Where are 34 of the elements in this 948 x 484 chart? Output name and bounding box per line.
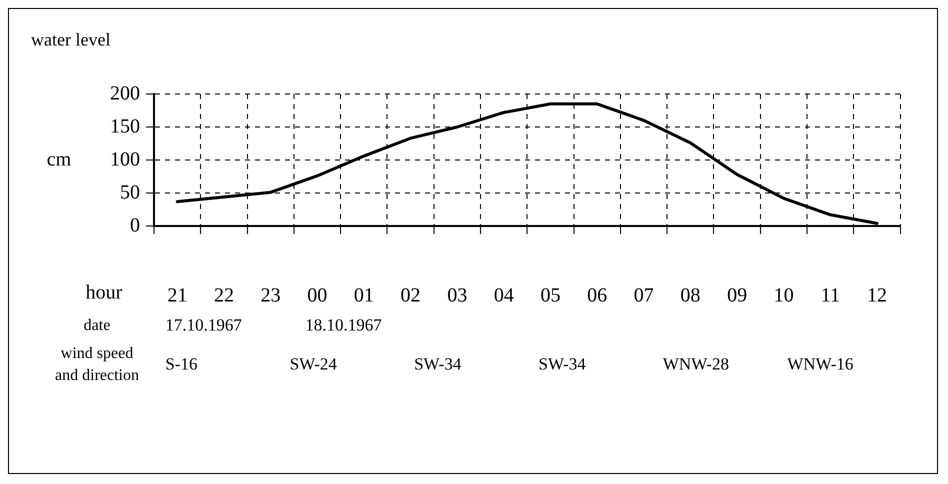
y-tick-label: 150 [110,115,140,138]
text: wind speed and direction [55,345,139,384]
x-tick-label: 06 [587,284,608,306]
text: SW-34 [414,354,462,374]
x-tick-label: 02 [400,284,421,306]
y-tick-label: 200 [110,82,140,104]
chart-title: water level [31,30,110,50]
text: SW-24 [290,354,338,374]
x-tick-label: 11 [820,284,840,306]
x-tick-label: 00 [307,284,328,306]
x-tick-label: 05 [540,284,560,306]
text: SW-34 [538,354,586,374]
x-tick-label: 21 [167,284,188,306]
text: 18.10.1967 [305,315,382,334]
x-axis-title: hour [86,281,123,304]
text: S-16 [165,354,198,374]
x-tick-label: 08 [680,284,700,306]
x-tick-label: 07 [634,284,654,306]
x-tick-label: 09 [727,284,748,306]
x-tick-label: 01 [354,284,374,306]
x-tick-label: 22 [214,284,234,306]
text: date [84,317,110,334]
text: 17.10.1967 [165,315,242,334]
y-tick-label: 100 [110,148,140,170]
x-tick-label: 12 [867,284,887,306]
y-tick-label: 0 [130,214,140,236]
x-tick-label: 04 [494,284,514,306]
y-tick-label: 50 [120,181,140,204]
x-tick-label: 03 [447,284,468,306]
text: WNW-28 [662,354,729,374]
text: WNW-16 [787,354,854,374]
y-axis-title: cm [46,148,72,170]
x-tick-label: 10 [774,284,794,306]
x-tick-label: 23 [260,284,281,306]
